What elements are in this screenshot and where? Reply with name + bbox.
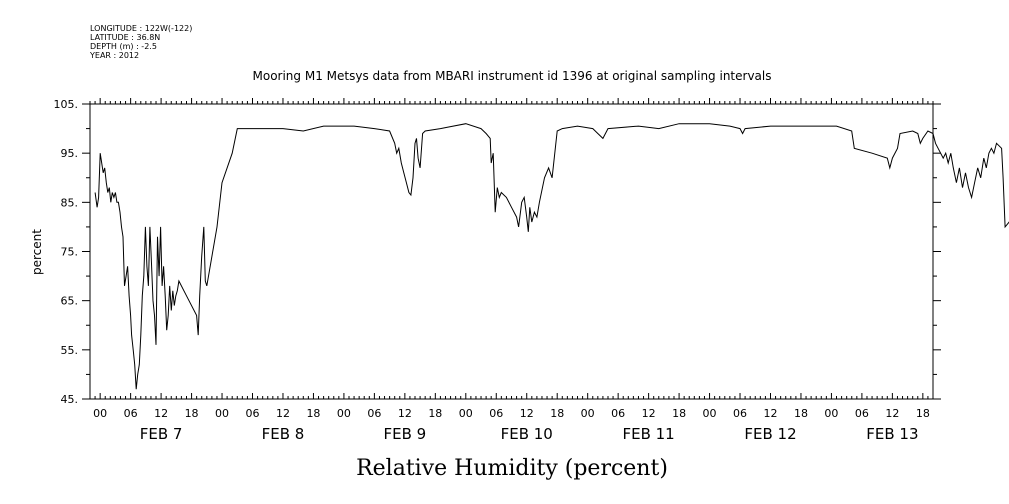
x-hour-label: 12: [763, 407, 777, 420]
y-tick-label: 55.: [61, 344, 79, 357]
x-hour-label: 12: [276, 407, 290, 420]
series-line: [94, 123, 1009, 390]
x-hour-label: 06: [124, 407, 138, 420]
metadata-header: LONGITUDE : 122W(-122) LATITUDE : 36.8N …: [89, 24, 192, 60]
x-hour-label: 06: [855, 407, 869, 420]
x-day-label: FEB 10: [501, 425, 553, 443]
x-hour-label: 18: [550, 407, 564, 420]
header-line-depth: DEPTH (m) : -2.5: [90, 42, 157, 51]
header-line-year: YEAR : 2012: [89, 51, 139, 60]
x-axis-label: Relative Humidity (percent): [356, 456, 668, 481]
x-day-label: FEB 12: [744, 425, 796, 443]
x-hour-label: 12: [154, 407, 168, 420]
header-line-longitude: LONGITUDE : 122W(-122): [90, 24, 192, 33]
x-hour-label: 00: [93, 407, 107, 420]
x-hour-label: 06: [489, 407, 503, 420]
x-hour-label: 12: [885, 407, 899, 420]
x-hour-label: 12: [642, 407, 656, 420]
x-hour-label: 00: [703, 407, 717, 420]
chart-title: Mooring M1 Metsys data from MBARI instru…: [253, 69, 772, 83]
x-hour-label: 12: [398, 407, 412, 420]
y-tick-label: 105.: [54, 98, 79, 111]
x-hour-label: 00: [337, 407, 351, 420]
x-day-label: FEB 11: [622, 425, 674, 443]
x-hour-label: 06: [246, 407, 260, 420]
plot-frame: [89, 103, 934, 400]
x-hour-label: 00: [824, 407, 838, 420]
x-hour-label: 18: [428, 407, 442, 420]
x-day-label: FEB 13: [866, 425, 918, 443]
x-hour-label: 06: [367, 407, 381, 420]
x-day-label: FEB 8: [262, 425, 305, 443]
x-hour-label: 00: [581, 407, 595, 420]
y-tick-label: 65.: [61, 295, 79, 308]
y-tick-label: 45.: [61, 393, 79, 406]
y-tick-label: 95.: [61, 147, 79, 160]
x-hour-label: 18: [916, 407, 930, 420]
y-tick-label: 75.: [61, 246, 79, 259]
x-hour-label: 00: [215, 407, 229, 420]
header-line-latitude: LATITUDE : 36.8N: [90, 33, 160, 42]
x-day-label: FEB 7: [140, 425, 183, 443]
axes: 45. 55. 65. 75. 85. 95. 105. 00 06 12 18 00 06 12 18 00…: [54, 98, 941, 443]
x-day-label: FEB 9: [383, 425, 426, 443]
x-hour-label: 00: [459, 407, 473, 420]
y-axis-label: percent: [30, 229, 44, 275]
y-tick-label: 85.: [61, 196, 79, 209]
x-hour-label: 18: [672, 407, 686, 420]
x-hour-label: 06: [611, 407, 625, 420]
x-hour-label: 18: [794, 407, 808, 420]
x-hour-label: 12: [520, 407, 534, 420]
x-hour-label: 18: [185, 407, 199, 420]
x-hour-label: 18: [306, 407, 320, 420]
x-hour-label: 06: [733, 407, 747, 420]
